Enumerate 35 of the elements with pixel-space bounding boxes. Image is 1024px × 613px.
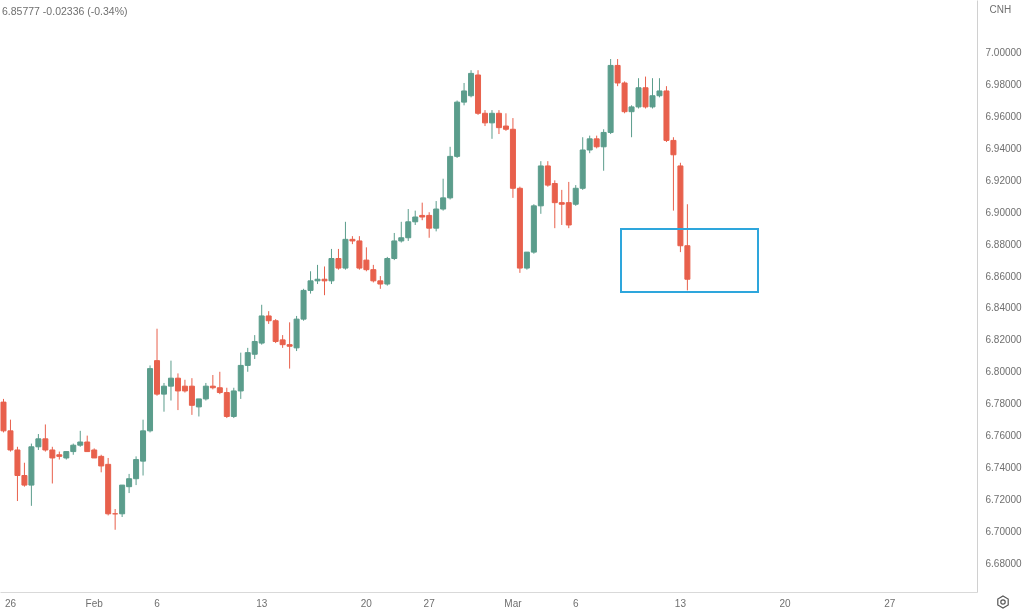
y-tick-label: 6.98000 bbox=[985, 79, 1023, 91]
x-tick-label: 27 bbox=[423, 597, 436, 609]
x-tick-label: 27 bbox=[884, 597, 896, 609]
y-tick-label: 6.80000 bbox=[985, 366, 1023, 378]
y-tick-label: 6.78000 bbox=[985, 398, 1023, 410]
x-tick-label: Mar bbox=[504, 597, 523, 609]
y-tick-label: 6.68000 bbox=[985, 557, 1023, 569]
x-tick-label: 6 bbox=[572, 597, 579, 609]
x-tick-label: 20 bbox=[360, 597, 373, 609]
candlestick bbox=[321, 265, 328, 296]
x-tick-label: Feb bbox=[85, 597, 104, 609]
y-tick-label: 7.00000 bbox=[985, 47, 1023, 59]
x-tick-label: 13 bbox=[674, 597, 687, 609]
y-tick-label: 6.82000 bbox=[985, 334, 1023, 346]
y-axis-title: CNH bbox=[989, 3, 1012, 15]
y-tick-label: 6.86000 bbox=[985, 270, 1023, 282]
candlestick bbox=[488, 109, 495, 140]
annotation: 6.85777 -0.02336 (-0.34%) bbox=[2, 5, 128, 17]
candlestick bbox=[328, 248, 335, 285]
y-tick-label: 6.90000 bbox=[985, 206, 1023, 218]
candlestick bbox=[642, 76, 649, 110]
y-tick-label: 6.72000 bbox=[985, 493, 1023, 505]
y-tick-label: 6.94000 bbox=[985, 142, 1023, 154]
candlestick bbox=[335, 248, 342, 271]
y-tick-label: 6.70000 bbox=[985, 525, 1023, 537]
y-tick-label: 6.88000 bbox=[985, 238, 1023, 250]
y-tick-label: 6.74000 bbox=[985, 462, 1023, 474]
y-tick-label: 6.96000 bbox=[985, 110, 1023, 122]
x-tick-label: 13 bbox=[256, 597, 268, 609]
x-tick-label: 26 bbox=[4, 597, 17, 609]
y-tick-label: 6.84000 bbox=[985, 302, 1023, 314]
y-tick-label: 6.76000 bbox=[985, 430, 1023, 442]
x-tick-label: 6 bbox=[154, 597, 161, 609]
x-tick-label: 20 bbox=[779, 597, 792, 609]
y-tick-label: 6.92000 bbox=[985, 174, 1023, 186]
